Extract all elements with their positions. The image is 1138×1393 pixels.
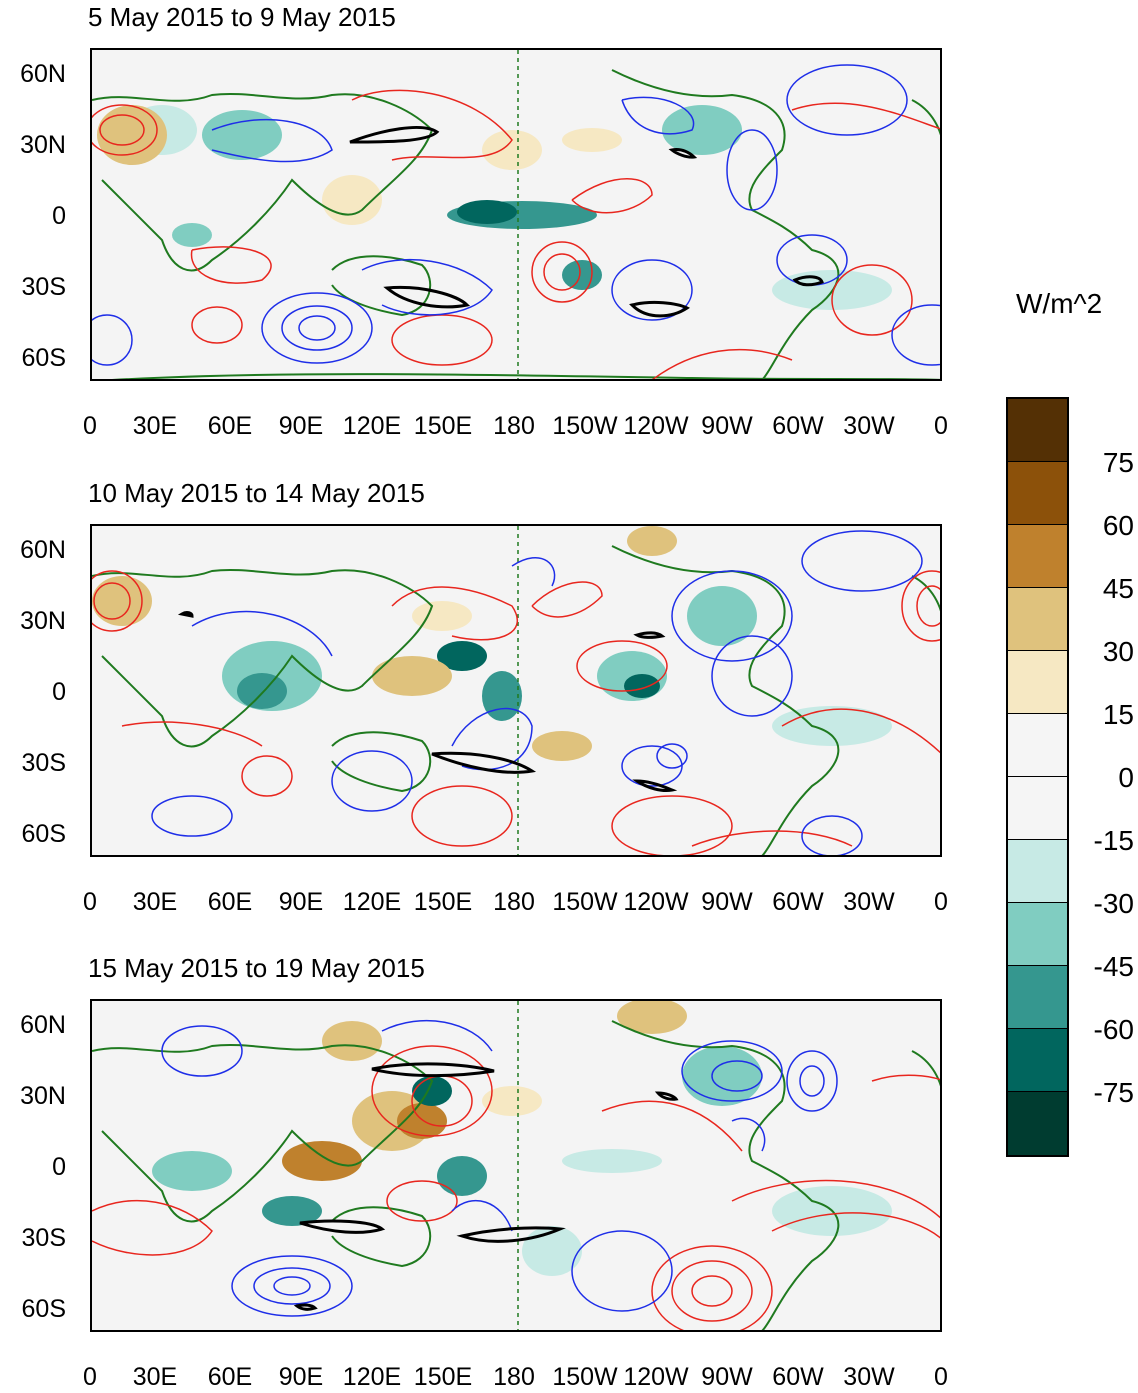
p3-lat-30n: 30N — [20, 1082, 66, 1110]
p1-lon-180: 180 — [493, 412, 535, 440]
colorbar-box-1 — [1008, 462, 1067, 525]
colorbar-label-neg75: -75 — [1093, 1077, 1134, 1108]
p3-lon-90w: 90W — [701, 1363, 753, 1391]
colorbar-box-2 — [1008, 525, 1067, 588]
p2-lon-30w: 30W — [843, 888, 895, 916]
p3-lat-60s: 60S — [21, 1295, 66, 1323]
p1-lat-0: 0 — [52, 202, 66, 230]
p1-lon-0: 0 — [83, 412, 97, 440]
colorbar — [1006, 397, 1069, 1157]
colorbar-box-7 — [1008, 840, 1067, 903]
p2-lon-90w: 90W — [701, 888, 753, 916]
p1-lat-60n: 60N — [20, 60, 66, 88]
p1-lon-0-end: 0 — [934, 412, 948, 440]
colorbar-label-75: 75 — [1102, 447, 1134, 478]
p1-lat-30n: 30N — [20, 131, 66, 159]
p1-lon-150e: 150E — [413, 412, 473, 440]
panel-1-map — [90, 48, 942, 381]
colorbar-box-3 — [1008, 588, 1067, 651]
p3-lat-30s: 30S — [21, 1224, 66, 1252]
colorbar-label-neg30: -30 — [1093, 888, 1134, 919]
colorbar-box-10 — [1008, 1029, 1067, 1092]
colorbar-unit: W/m^2 — [1016, 288, 1103, 319]
p3-lat-60n: 60N — [20, 1011, 66, 1039]
blue-contours — [151, 530, 923, 855]
shading — [152, 1001, 892, 1276]
panel-3-map — [90, 999, 942, 1332]
p1-lon-120e: 120E — [342, 412, 402, 440]
p2-lat-30s: 30S — [21, 749, 66, 777]
p2-lon-60w: 60W — [772, 888, 824, 916]
coastlines — [92, 1020, 940, 1330]
p1-lat-60s: 60S — [21, 344, 66, 372]
shading — [92, 526, 892, 761]
p2-lon-90e: 90E — [278, 888, 324, 916]
colorbar-box-9 — [1008, 966, 1067, 1029]
panel-2-title: 10 May 2015 to 14 May 2015 — [88, 478, 425, 508]
p1-lon-90e: 90E — [278, 412, 324, 440]
black-contours — [293, 1062, 679, 1311]
colorbar-label-60: 60 — [1102, 510, 1134, 541]
p2-lon-0-end: 0 — [934, 888, 948, 916]
p1-lon-30e: 30E — [132, 412, 178, 440]
panel-2-map — [90, 524, 942, 857]
shading — [97, 105, 892, 310]
p3-lat-0: 0 — [52, 1153, 66, 1181]
p2-lat-60n: 60N — [20, 536, 66, 564]
p1-lat-30s: 30S — [21, 273, 66, 301]
red-contours — [92, 570, 940, 855]
p3-lon-30w: 30W — [843, 1363, 895, 1391]
p2-lon-150w: 150W — [552, 888, 618, 916]
panel-1-title: 5 May 2015 to 9 May 2015 — [88, 2, 396, 32]
p2-lon-60e: 60E — [207, 888, 253, 916]
colorbar-label-45: 45 — [1102, 573, 1134, 604]
panel-3-map-canvas — [92, 1001, 940, 1330]
p3-lon-150w: 150W — [552, 1363, 618, 1391]
p2-lon-30e: 30E — [132, 888, 178, 916]
p3-lon-30e: 30E — [132, 1363, 178, 1391]
p2-lat-60s: 60S — [21, 820, 66, 848]
red-contours — [92, 89, 940, 379]
colorbar-label-30: 30 — [1102, 636, 1134, 667]
black-contours — [177, 611, 678, 792]
panel-1-map-canvas — [92, 50, 940, 379]
p1-lon-60w: 60W — [772, 412, 824, 440]
colorbar-label-neg15: -15 — [1093, 825, 1134, 856]
colorbar-label-15: 15 — [1102, 699, 1134, 730]
p2-lon-150e: 150E — [413, 888, 473, 916]
colorbar-box-5 — [1008, 714, 1067, 777]
p2-lon-0: 0 — [83, 888, 97, 916]
blue-contours — [161, 1019, 838, 1317]
p3-lon-0: 0 — [83, 1363, 97, 1391]
colorbar-label-neg45: -45 — [1093, 951, 1134, 982]
p3-lon-120w: 120W — [623, 1363, 689, 1391]
black-contours — [349, 125, 824, 318]
p1-lon-90w: 90W — [701, 412, 753, 440]
panel-2-map-canvas — [92, 526, 940, 855]
p3-lon-180: 180 — [493, 1363, 535, 1391]
p3-lon-120e: 120E — [342, 1363, 402, 1391]
p3-lon-60e: 60E — [207, 1363, 253, 1391]
p1-lon-60e: 60E — [207, 412, 253, 440]
p3-lon-60w: 60W — [772, 1363, 824, 1391]
panel-3-title: 15 May 2015 to 19 May 2015 — [88, 953, 425, 983]
colorbar-box-11 — [1008, 1092, 1067, 1155]
p1-lon-30w: 30W — [843, 412, 895, 440]
p2-lat-30n: 30N — [20, 607, 66, 635]
colorbar-label-neg60: -60 — [1093, 1014, 1134, 1045]
p3-lon-0-end: 0 — [934, 1363, 948, 1391]
p3-lon-150e: 150E — [413, 1363, 473, 1391]
colorbar-box-0 — [1008, 399, 1067, 462]
colorbar-box-4 — [1008, 651, 1067, 714]
colorbar-box-6 — [1008, 777, 1067, 840]
p3-lon-90e: 90E — [278, 1363, 324, 1391]
p2-lat-0: 0 — [52, 678, 66, 706]
p2-lon-120w: 120W — [623, 888, 689, 916]
p1-lon-150w: 150W — [552, 412, 618, 440]
colorbar-label-0: 0 — [1118, 762, 1134, 793]
p2-lon-120e: 120E — [342, 888, 402, 916]
p1-lon-120w: 120W — [623, 412, 689, 440]
colorbar-box-8 — [1008, 903, 1067, 966]
p2-lon-180: 180 — [493, 888, 535, 916]
